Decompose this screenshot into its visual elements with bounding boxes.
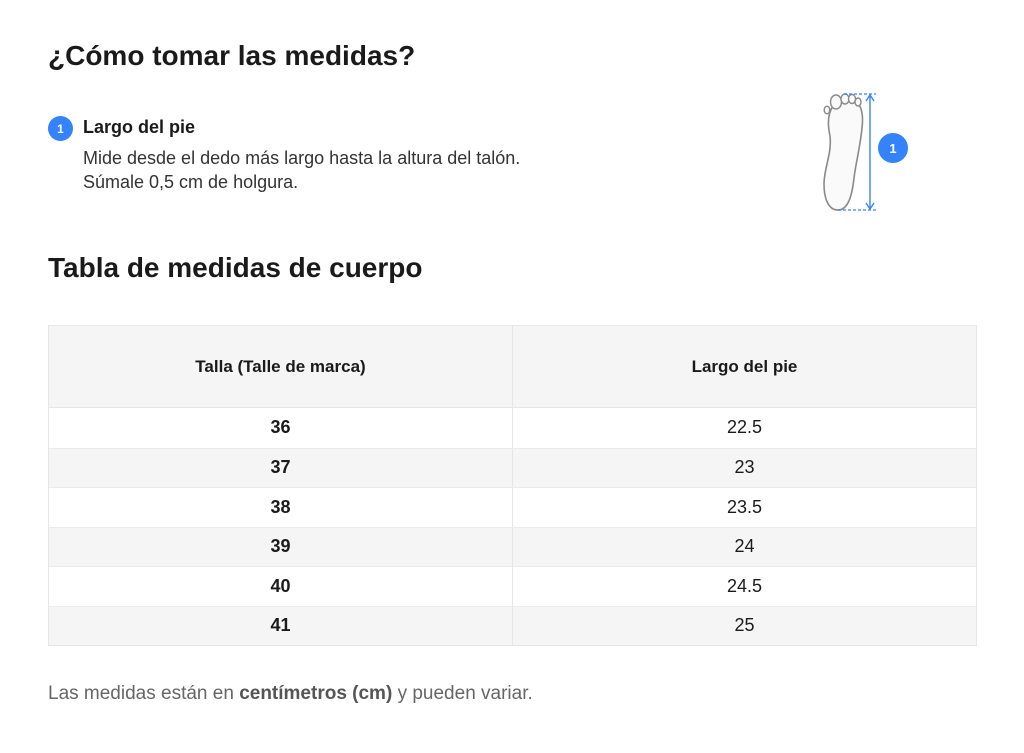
- table-row: 37 23: [49, 447, 976, 487]
- size-table: Talla (Talle de marca) Largo del pie 36 …: [48, 325, 977, 646]
- table-row: 40 24.5: [49, 566, 976, 606]
- table-title: Tabla de medidas de cuerpo: [48, 252, 423, 283]
- footnote-prefix: Las medidas están en: [48, 683, 240, 704]
- foot-length-cell: 25: [512, 606, 976, 645]
- footnote-suffix: y pueden variar.: [392, 683, 533, 704]
- units-footnote: Las medidas están en centímetros (cm) y …: [48, 683, 533, 705]
- step-title: Largo del pie: [83, 117, 196, 137]
- foot-length-cell: 24: [512, 527, 976, 566]
- size-cell: 38: [270, 496, 291, 517]
- foot-length-cell: 23.5: [512, 488, 976, 527]
- footnote-unit: centímetros (cm): [239, 683, 393, 704]
- column-header-size: Talla (Talle de marca): [195, 356, 366, 376]
- size-cell: 39: [270, 536, 291, 557]
- size-cell: 36: [270, 417, 291, 438]
- step-description: Mide desde el dedo más largo hasta la al…: [83, 148, 521, 192]
- size-cell: 37: [270, 457, 291, 478]
- page-title: ¿Cómo tomar las medidas?: [48, 40, 416, 71]
- column-header-foot-length: Largo del pie: [512, 326, 976, 407]
- table-header-row: Talla (Talle de marca) Largo del pie: [49, 326, 976, 408]
- foot-length-cell: 23: [512, 448, 976, 487]
- table-row: 36 22.5: [49, 408, 976, 448]
- table-row: 41 25: [49, 605, 976, 645]
- size-cell: 41: [270, 615, 291, 636]
- table-row: 38 23.5: [49, 487, 976, 527]
- foot-length-cell: 22.5: [512, 408, 976, 448]
- table-body: 36 22.5 37 23 38 23.5 39 24 40 24.5 41 2…: [49, 408, 976, 645]
- step-number-badge: 1: [48, 116, 73, 141]
- figure-number-badge: 1: [878, 133, 908, 163]
- table-row: 39 24: [49, 526, 976, 566]
- foot-measurement-illustration: 1: [808, 88, 918, 218]
- foot-icon: [823, 93, 876, 211]
- foot-length-cell: 24.5: [512, 567, 976, 606]
- size-cell: 40: [270, 575, 291, 596]
